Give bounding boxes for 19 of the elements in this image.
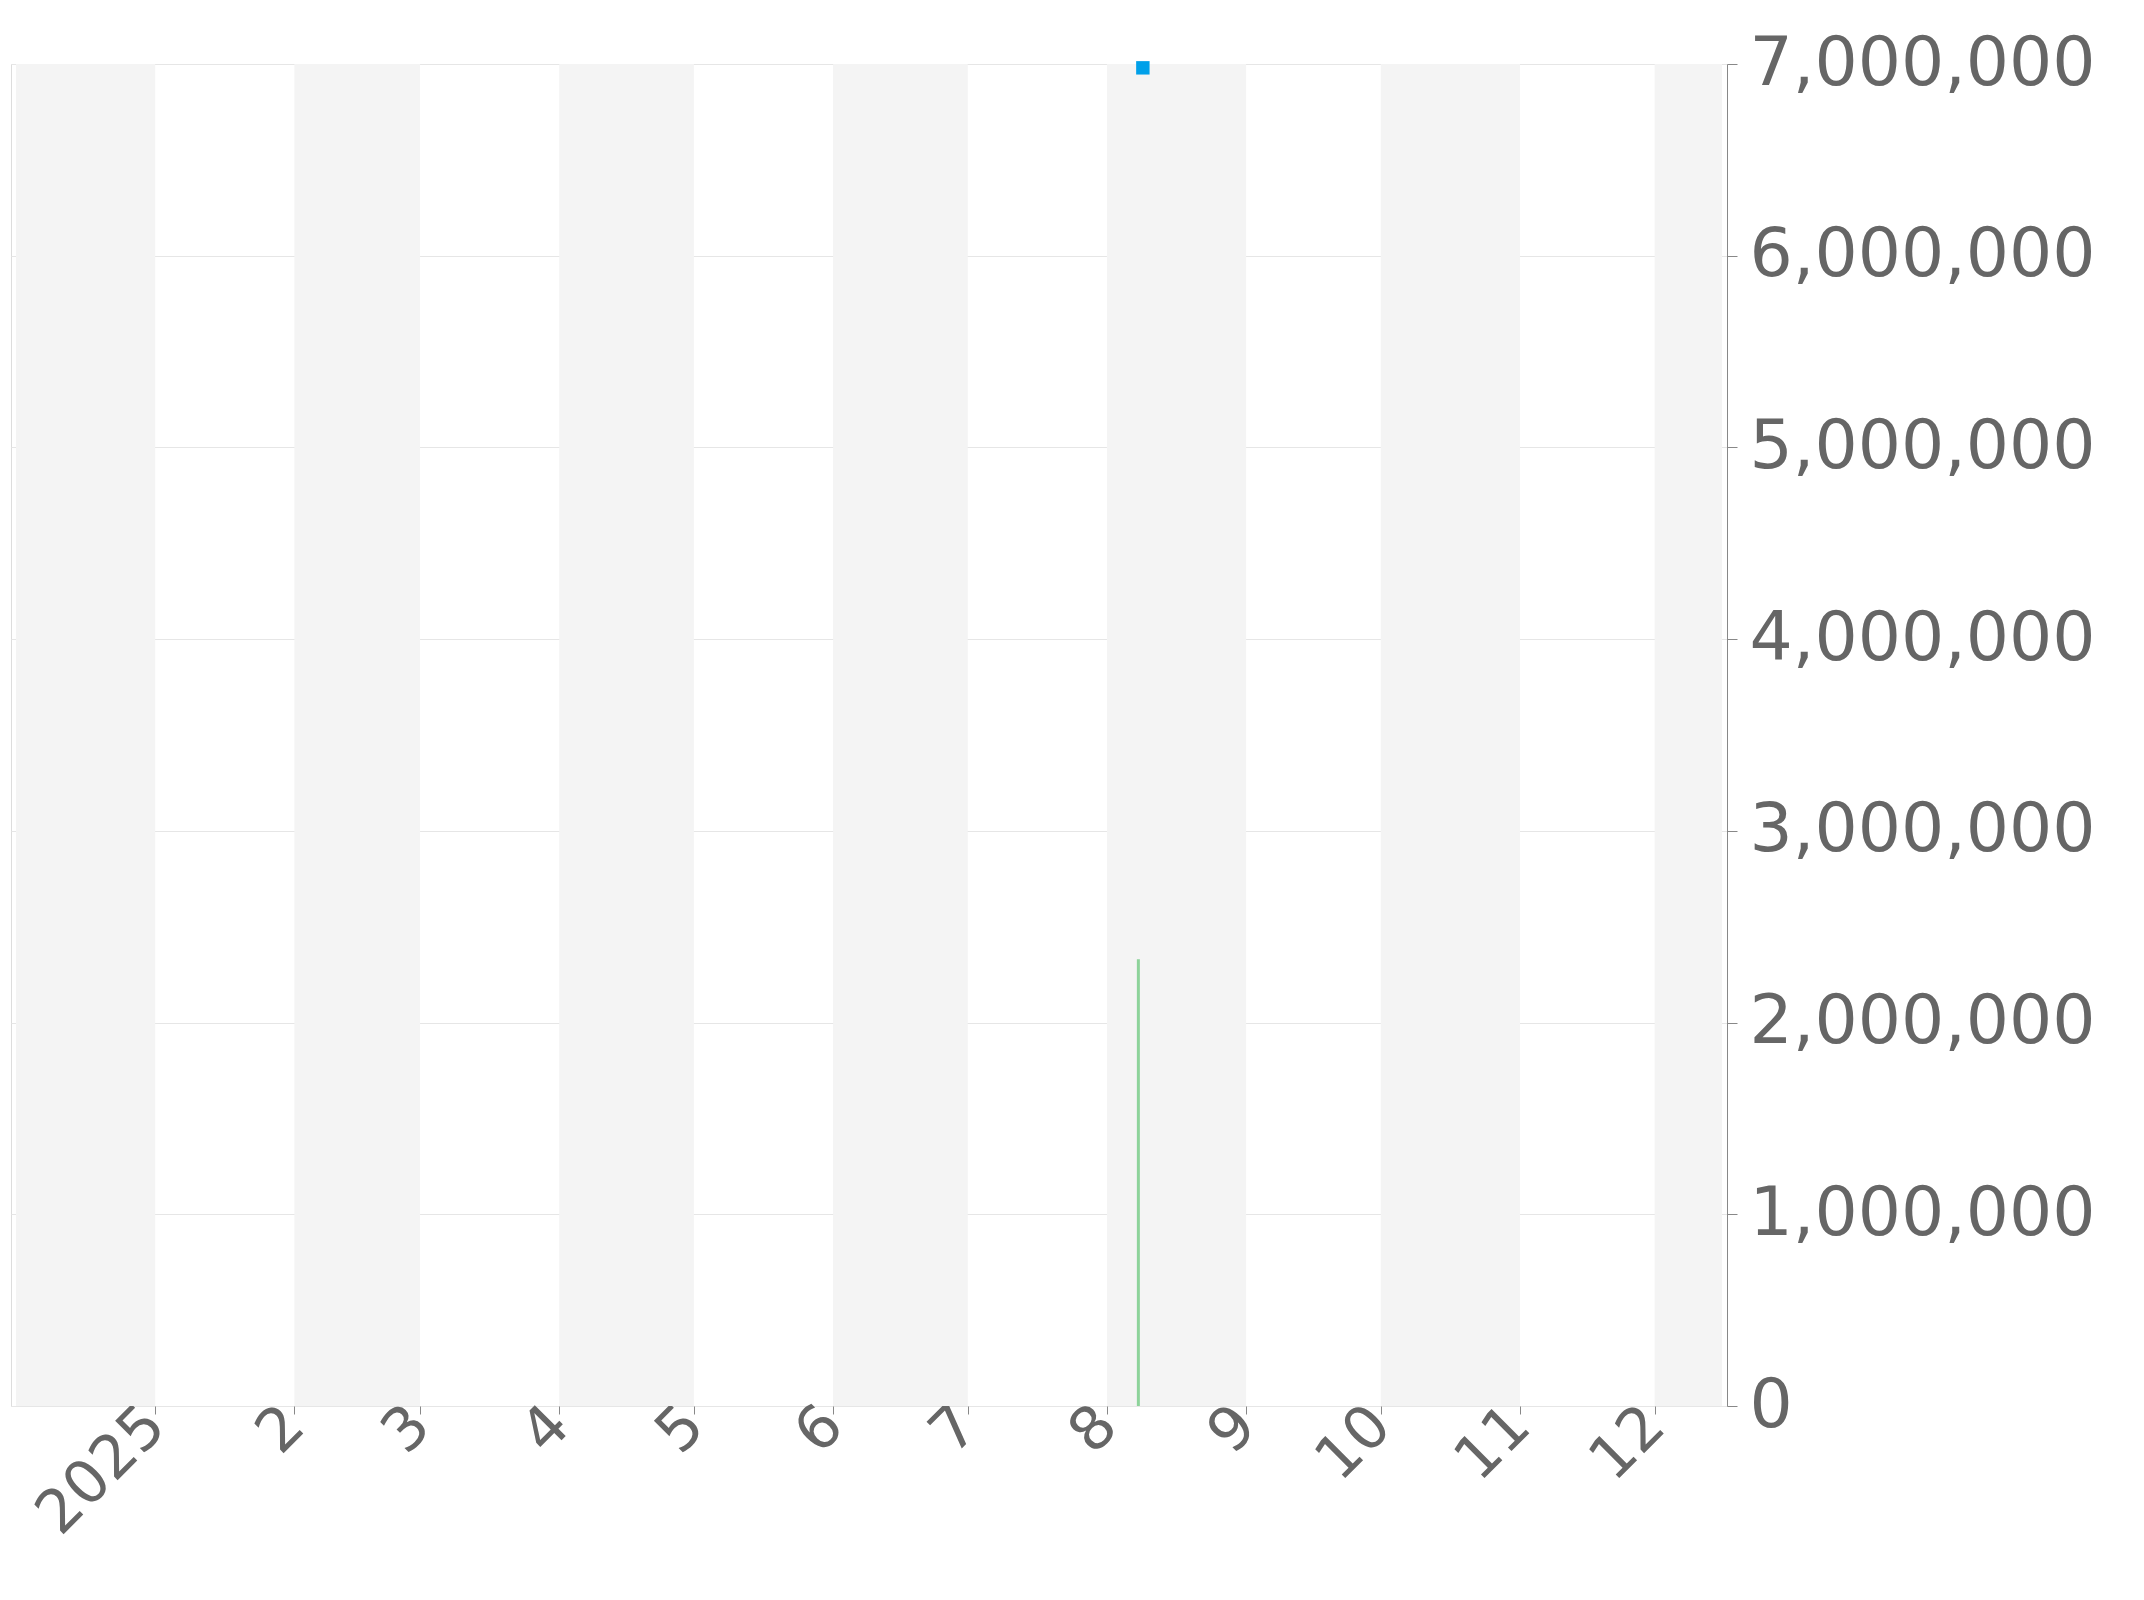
y-tick-label: 1,000,000 [1749, 1171, 2096, 1251]
x-tick-label: 7 [914, 1389, 991, 1467]
x-tick-label: 3 [366, 1389, 444, 1467]
y-tick-label: 7,000,000 [1749, 21, 2096, 101]
x-tick-label: 11 [1439, 1389, 1544, 1494]
y-tick-label: 2,000,000 [1749, 980, 2096, 1060]
x-tick-label: 9 [1192, 1389, 1270, 1467]
y-tick-label: 5,000,000 [1749, 404, 2096, 484]
y-tick-label: 4,000,000 [1749, 596, 2096, 676]
x-tick-label: 5 [640, 1389, 718, 1467]
x-tick-label: 10 [1300, 1389, 1404, 1494]
x-tick-label: 12 [1574, 1389, 1678, 1494]
y-tick-label: 3,000,000 [1749, 788, 2096, 868]
y-tick-label: 0 [1749, 1363, 1793, 1443]
x-tick-label: 4 [505, 1389, 583, 1467]
y-tick-label: 6,000,000 [1749, 213, 2096, 293]
x-tick-label: 8 [1053, 1389, 1131, 1467]
x-tick-label: 2 [240, 1389, 318, 1467]
x-tick-label: 6 [779, 1389, 857, 1467]
